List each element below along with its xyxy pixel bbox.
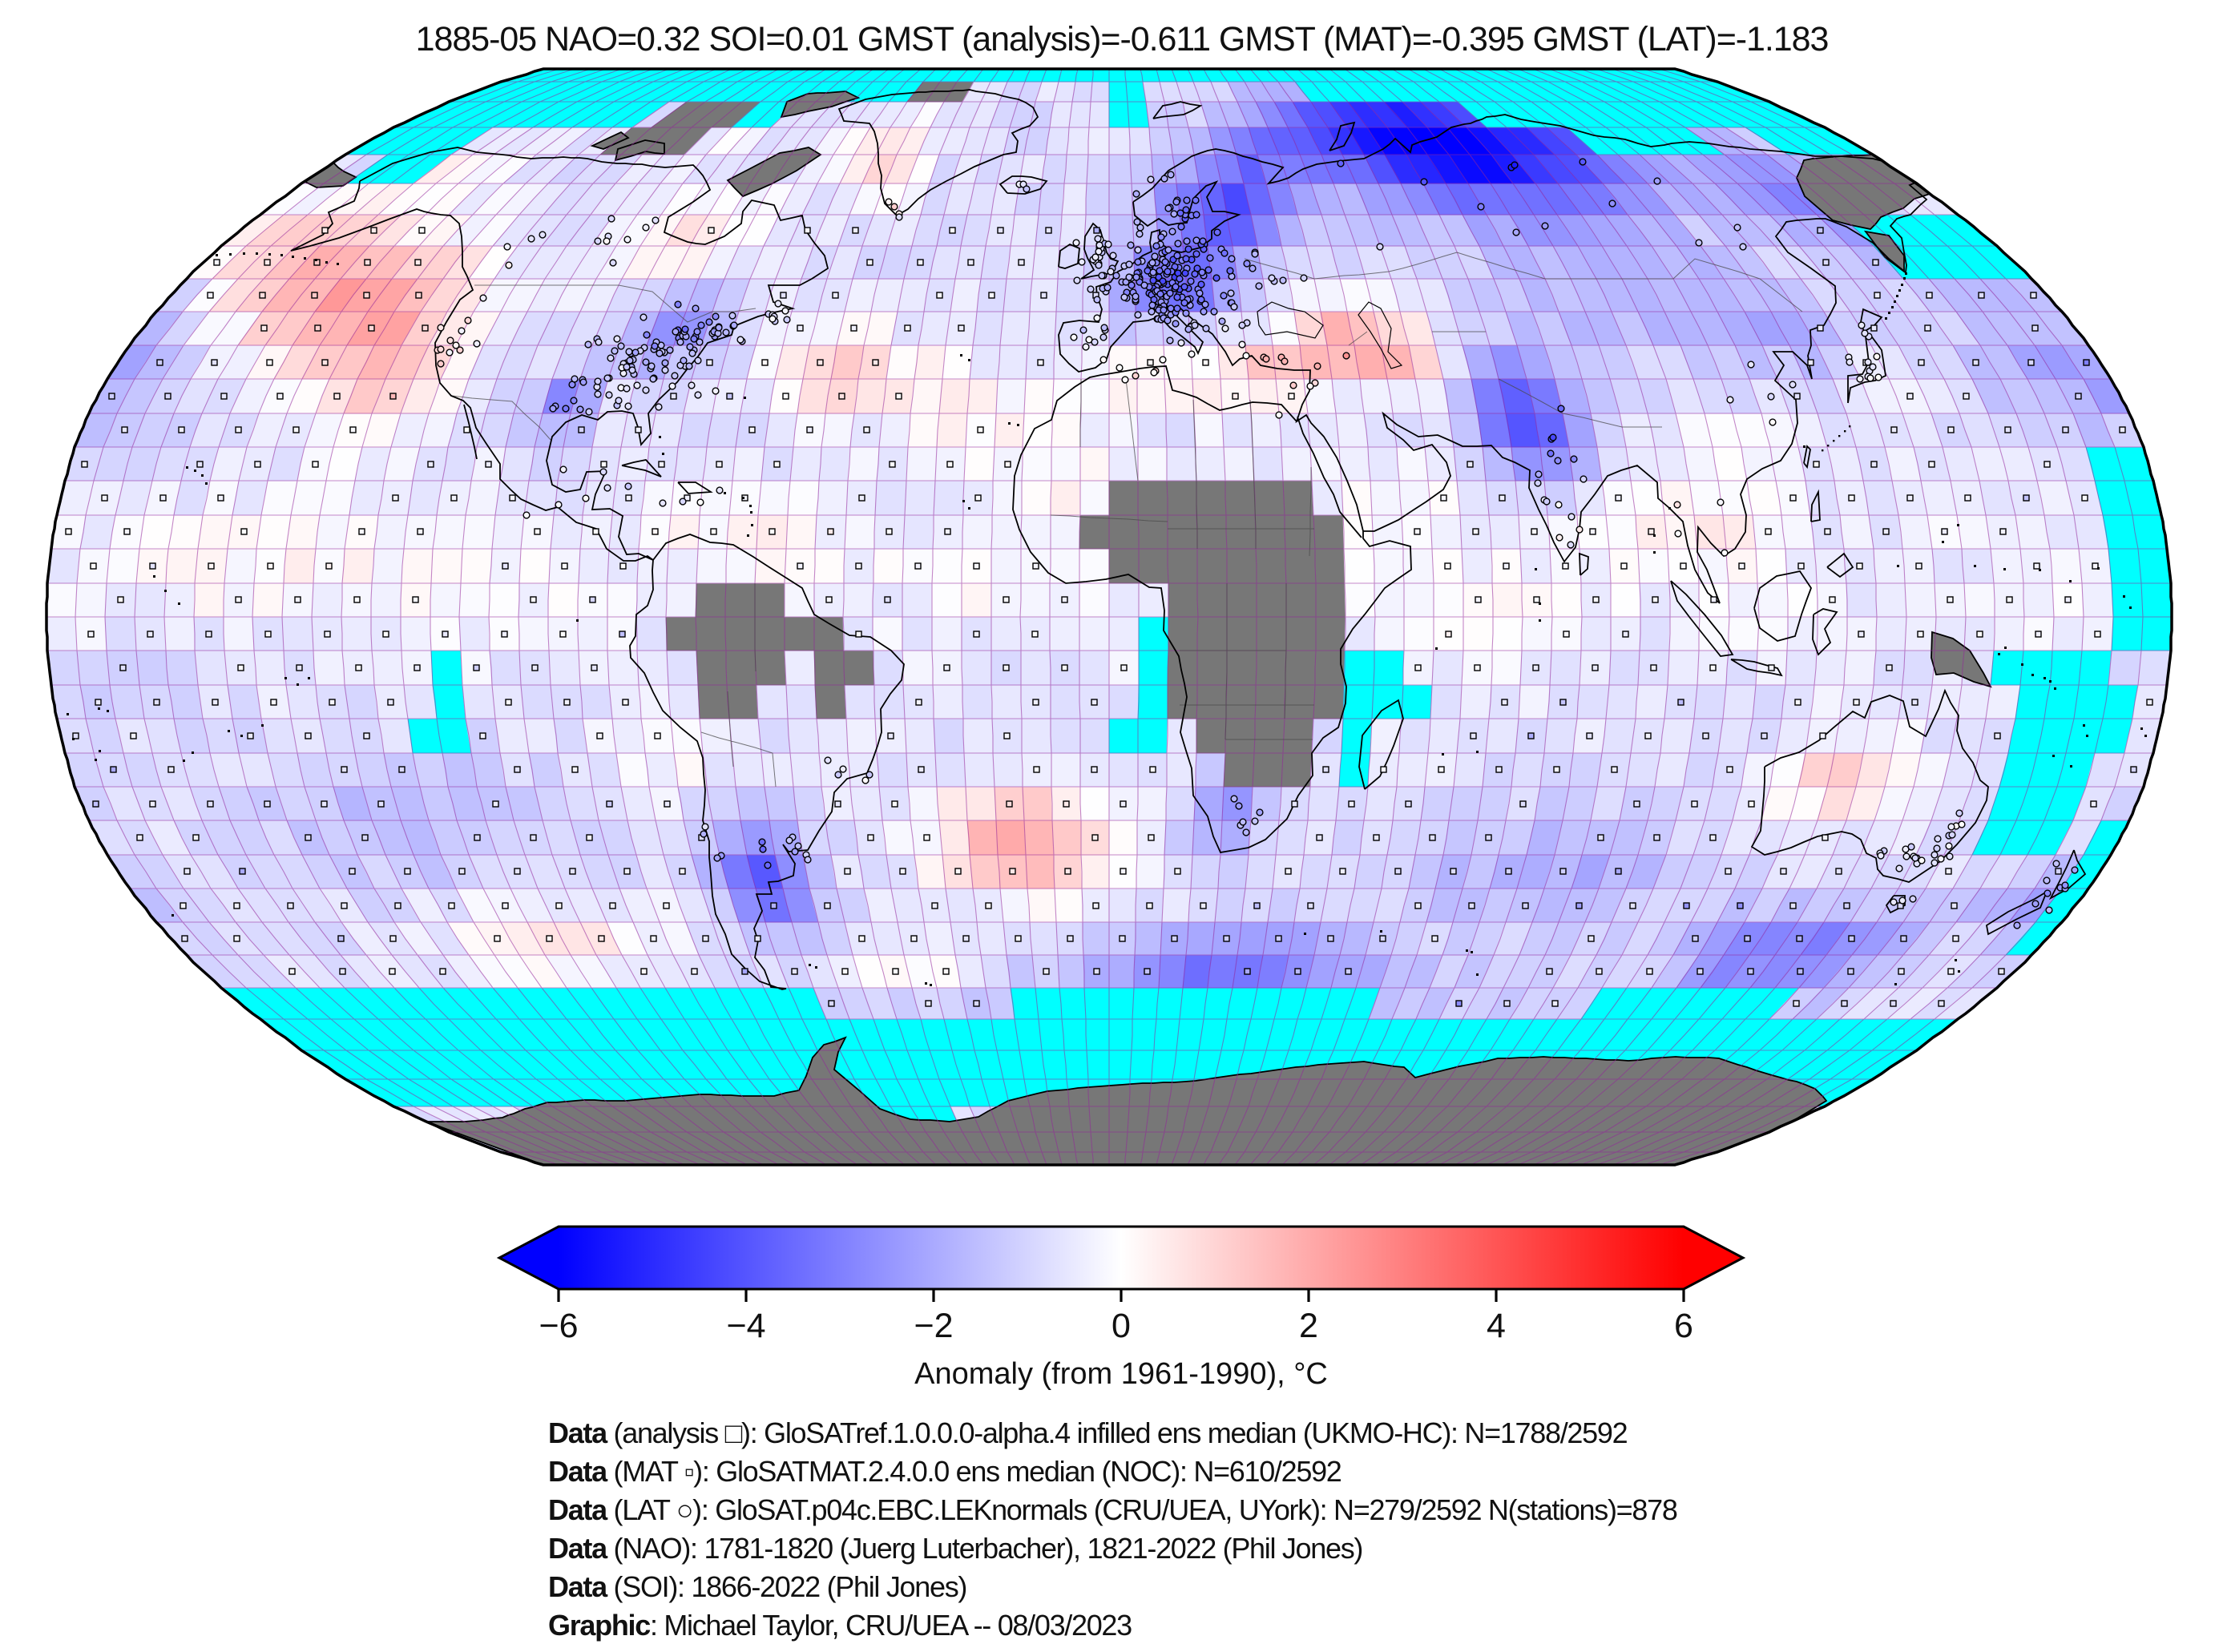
svg-text:−6: −6 [539,1307,578,1345]
svg-text:1885-05 NAO=0.32 SOI=0.01 GMST: 1885-05 NAO=0.32 SOI=0.01 GMST (analysis… [416,20,1829,58]
svg-text:Data (LAT ○): GloSAT.p04c.EBC.: Data (LAT ○): GloSAT.p04c.EBC.LEKnormals… [548,1493,1677,1526]
svg-text:Data (analysis □): GloSATref.1: Data (analysis □): GloSATref.1.0.0.0-alp… [548,1416,1628,1449]
svg-text:0: 0 [1112,1307,1131,1345]
svg-text:Data (NAO): 1781-1820 (Juerg L: Data (NAO): 1781-1820 (Juerg Luterbacher… [548,1532,1362,1565]
svg-text:Data (MAT ▫): GloSATMAT.2.4.0.: Data (MAT ▫): GloSATMAT.2.4.0.0 ens medi… [548,1455,1341,1488]
svg-text:Anomaly (from 1961-1990), °C: Anomaly (from 1961-1990), °C [914,1357,1328,1391]
svg-text:6: 6 [1674,1307,1693,1345]
svg-text:Graphic: Michael Taylor, CRU/U: Graphic: Michael Taylor, CRU/UEA -- 08/0… [548,1609,1132,1642]
svg-text:Data (SOI): 1866-2022 (Phil Jo: Data (SOI): 1866-2022 (Phil Jones) [548,1570,966,1603]
svg-text:2: 2 [1299,1307,1318,1345]
svg-text:4: 4 [1487,1307,1506,1345]
svg-text:−2: −2 [914,1307,953,1345]
svg-text:−4: −4 [726,1307,765,1345]
